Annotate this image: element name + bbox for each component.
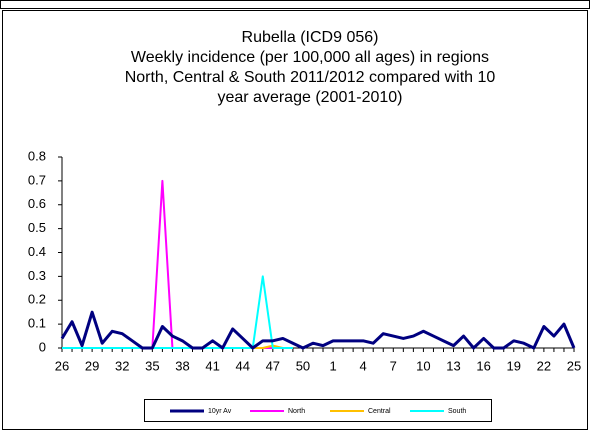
chart-title: Rubella (ICD9 056) (242, 29, 379, 46)
chart-title: Weekly incidence (per 100,000 all ages) … (131, 49, 489, 66)
x-tick-label: 7 (390, 358, 397, 373)
x-tick-label: 19 (507, 358, 521, 373)
y-tick-label: 0.6 (28, 196, 46, 211)
x-tick-label: 38 (175, 358, 189, 373)
series-line (62, 275, 293, 349)
y-tick-label: 0.5 (28, 220, 46, 235)
legend-label: North (288, 408, 305, 415)
x-tick-label: 41 (205, 358, 219, 373)
top-strip (0, 0, 590, 9)
x-tick-label: 1 (329, 358, 336, 373)
y-tick-label: 0.3 (28, 268, 46, 283)
x-tick-label: 16 (476, 358, 490, 373)
y-tick-label: 0.2 (28, 292, 46, 307)
series-line (60, 310, 576, 350)
y-tick-label: 0.7 (28, 172, 46, 187)
y-tick-label: 0.4 (28, 244, 46, 259)
x-tick-label: 4 (360, 358, 367, 373)
y-tick-label: 0.8 (28, 148, 46, 163)
legend-label: South (448, 408, 466, 415)
x-tick-label: 50 (296, 358, 310, 373)
legend-label: Central (368, 408, 391, 415)
x-tick-label: 32 (115, 358, 129, 373)
x-tick-label: 26 (55, 358, 69, 373)
x-tick-label: 44 (235, 358, 249, 373)
chart-frame (2, 10, 588, 430)
legend-label: 10yr Av (208, 408, 232, 415)
y-tick-label: 0 (39, 339, 46, 354)
x-tick-label: 10 (416, 358, 430, 373)
x-tick-label: 29 (85, 358, 99, 373)
x-tick-label: 47 (266, 358, 280, 373)
x-tick-label: 22 (537, 358, 551, 373)
chart-title: North, Central & South 2011/2012 compare… (125, 69, 496, 86)
x-tick-label: 35 (145, 358, 159, 373)
x-tick-label: 13 (446, 358, 460, 373)
chart-title: year average (2001-2010) (217, 89, 402, 106)
x-tick-label: 25 (567, 358, 581, 373)
y-tick-label: 0.1 (28, 316, 46, 331)
legend-box (144, 399, 492, 422)
